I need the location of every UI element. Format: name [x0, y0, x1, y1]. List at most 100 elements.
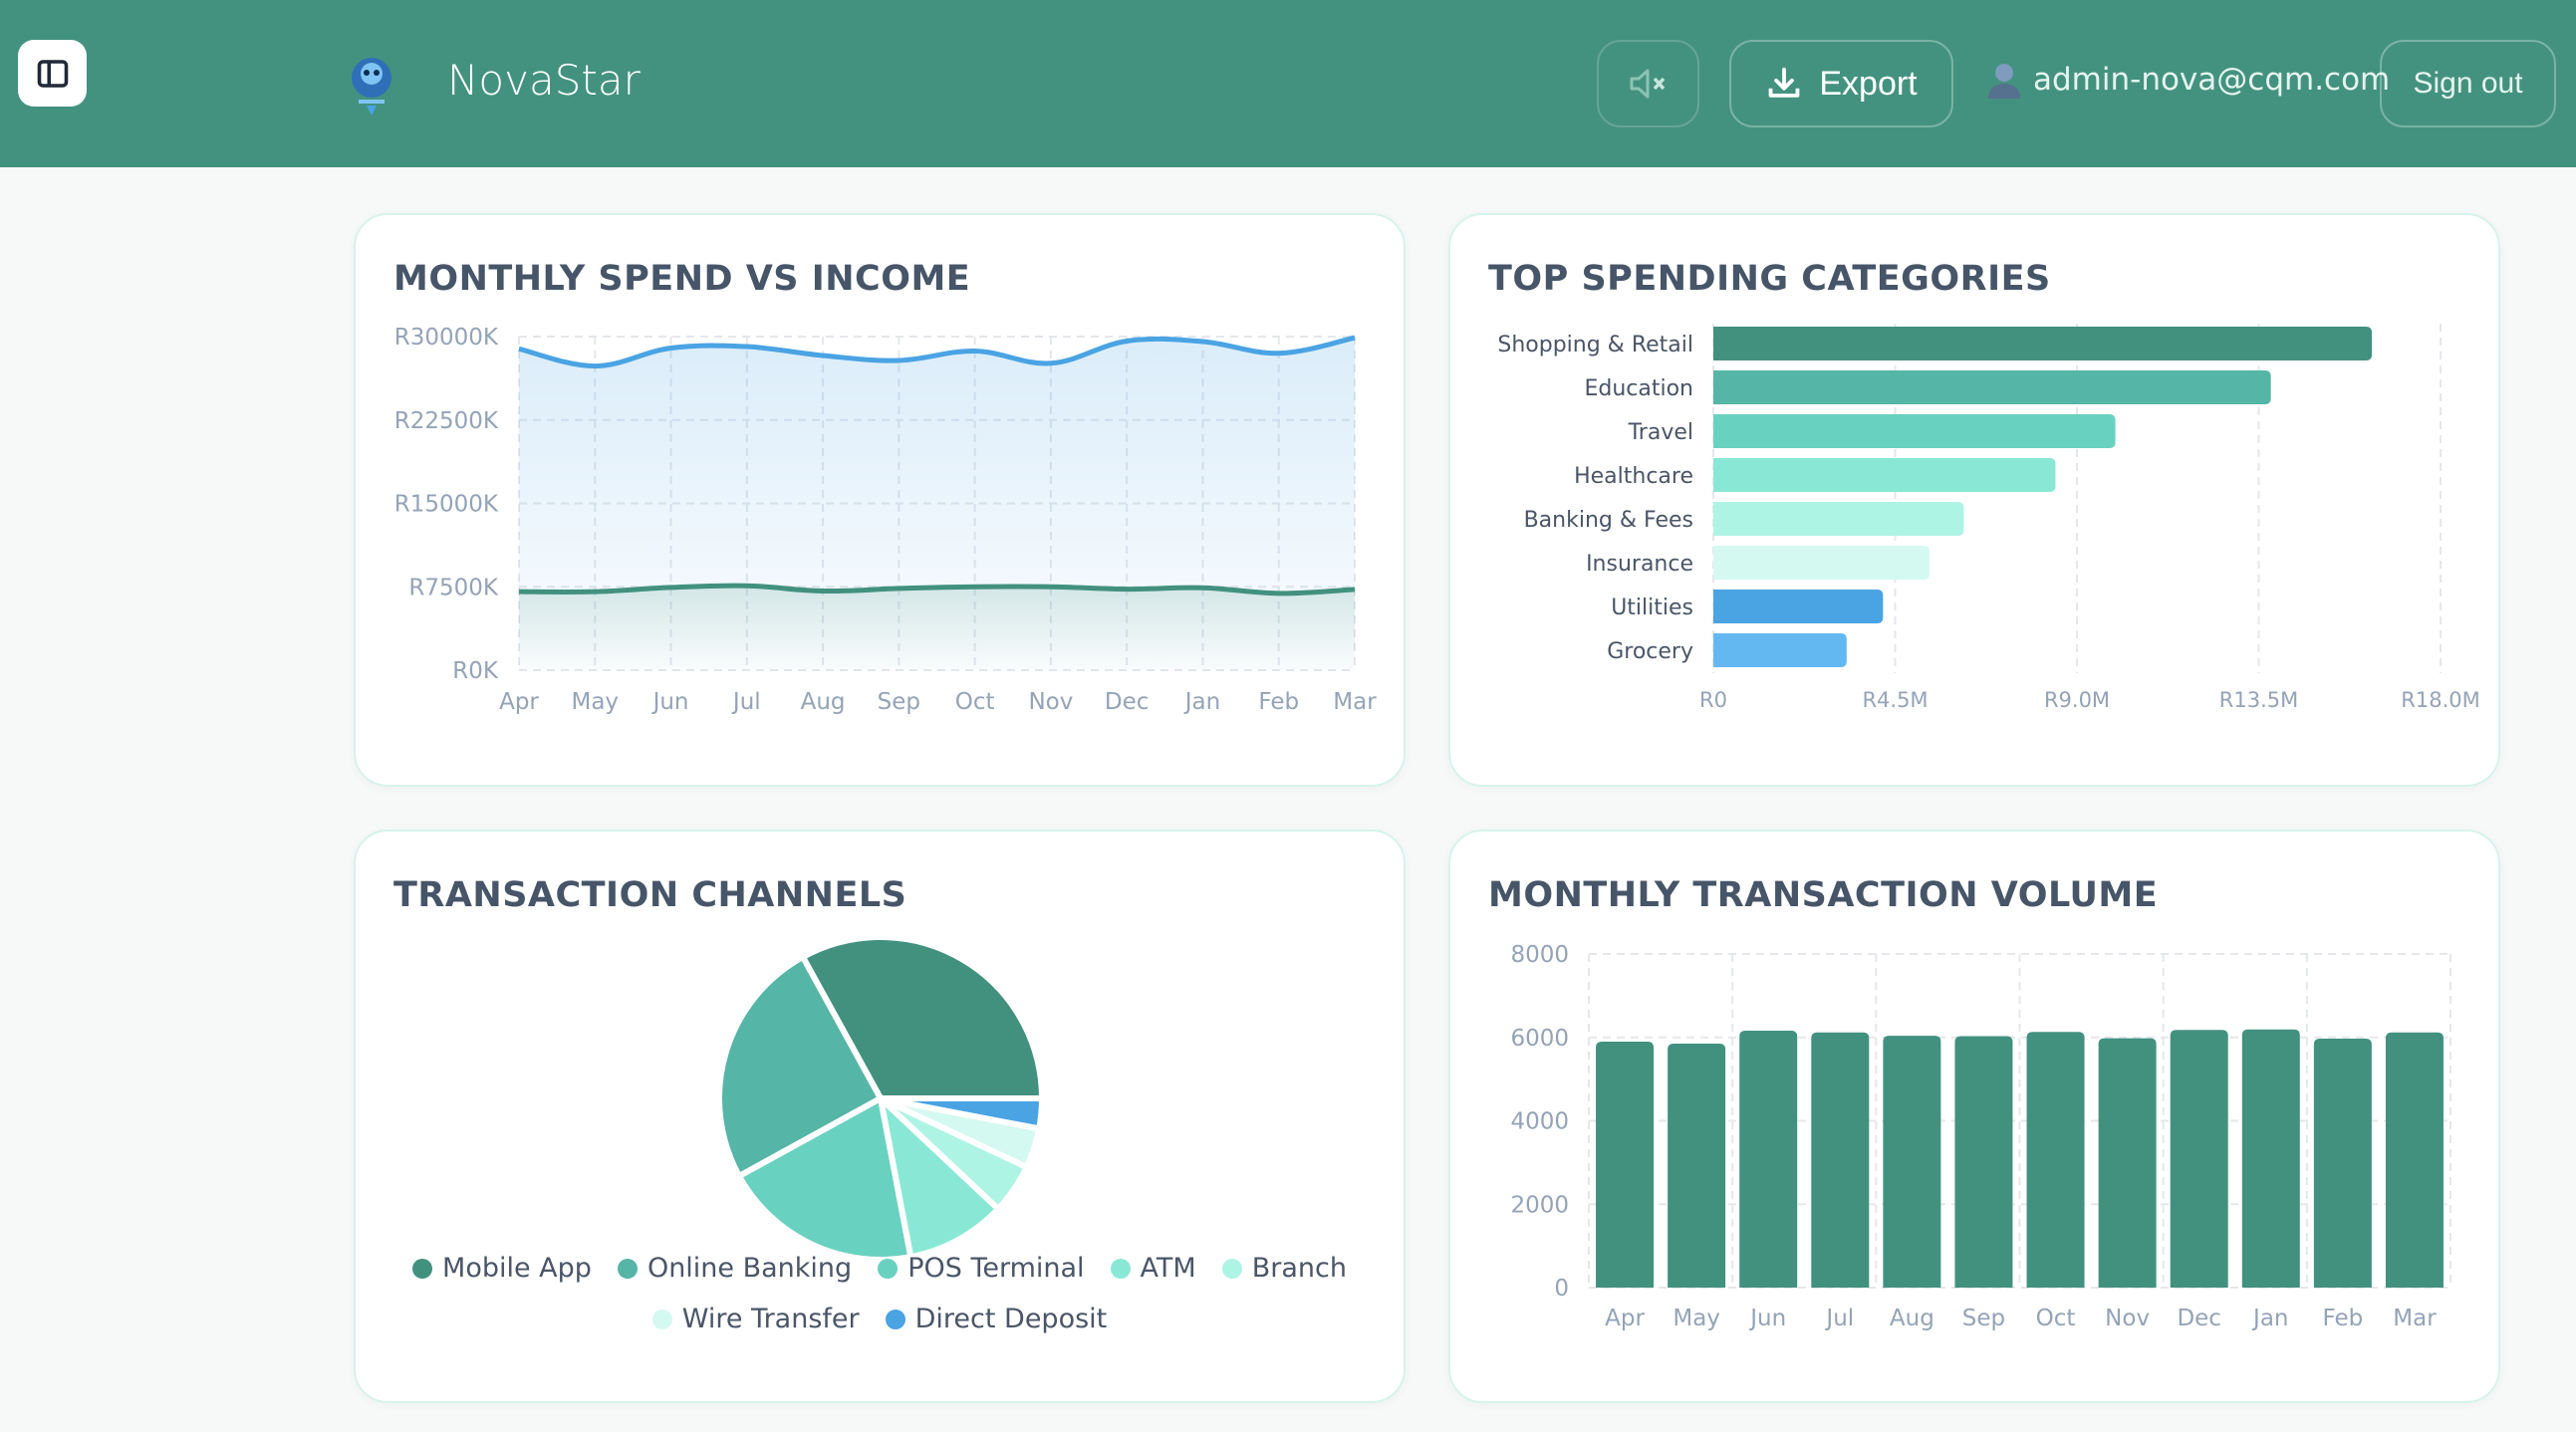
bar: [1954, 1036, 2013, 1288]
sidebar-toggle-icon: [37, 59, 68, 88]
pie-slice: [878, 1095, 1045, 1132]
brand-name: NovaStar: [447, 56, 641, 105]
area-income: [519, 586, 1355, 670]
category-label: Travel: [1628, 420, 1693, 445]
user-icon: [1988, 64, 2020, 99]
bar: [2026, 1032, 2085, 1288]
card-title: TOP SPENDING CATEGORIES: [1488, 259, 2051, 299]
legend-item[interactable]: Branch: [1221, 1253, 1347, 1284]
x-tick-label: Feb: [1258, 689, 1299, 715]
y-tick-label: R7500K: [408, 575, 499, 600]
bar: [1713, 370, 2271, 404]
legend-item[interactable]: Wire Transfer: [651, 1304, 860, 1334]
category-label: Utilities: [1611, 596, 1693, 620]
legend-dot: [878, 1258, 899, 1279]
category-label: Shopping & Retail: [1497, 333, 1693, 358]
x-tick-label: Apr: [499, 689, 539, 715]
bar: [1713, 633, 1847, 667]
x-tick-label: Apr: [1605, 1306, 1645, 1331]
bar: [1739, 1031, 1798, 1288]
legend-dot: [651, 1309, 672, 1329]
pie-legend: Mobile App Online Banking POS Terminal ATM B…: [354, 1253, 1406, 1334]
y-tick-label: 4000: [1510, 1109, 1569, 1135]
x-tick-label: Nov: [1028, 689, 1073, 715]
legend-item[interactable]: ATM: [1110, 1253, 1196, 1284]
x-tick-label: Jun: [651, 689, 689, 715]
x-tick-label: Mar: [2393, 1306, 2437, 1331]
pie-slice: [878, 1095, 1002, 1261]
mute-icon: [1630, 69, 1665, 99]
x-tick-label: R18.0M: [2401, 688, 2479, 712]
x-tick-label: R13.5M: [2219, 688, 2298, 712]
legend-dot: [1110, 1258, 1131, 1279]
category-label: Insurance: [1586, 552, 1693, 577]
legend-label: Branch: [1251, 1253, 1347, 1284]
x-tick-label: May: [571, 689, 619, 715]
bar: [2170, 1030, 2228, 1288]
line-income: [518, 583, 1356, 597]
legend-label: ATM: [1140, 1253, 1196, 1284]
pie-slice: [799, 934, 1045, 1101]
y-tick-label: 0: [1554, 1276, 1569, 1302]
legend-break: [354, 1284, 1406, 1304]
bar: [1596, 1041, 1655, 1288]
legend-dot: [1221, 1258, 1242, 1279]
category-label: Education: [1584, 376, 1693, 401]
bar: [1883, 1036, 1941, 1288]
x-tick-label: May: [1673, 1306, 1720, 1331]
y-tick-label: R15000K: [394, 492, 499, 518]
category-label: Grocery: [1607, 639, 1693, 664]
x-tick-label: Jul: [731, 689, 761, 715]
legend-label: POS Terminal: [907, 1253, 1085, 1284]
x-tick-label: Aug: [801, 689, 846, 715]
card-title: MONTHLY TRANSACTION VOLUME: [1488, 875, 2159, 915]
legend-item[interactable]: POS Terminal: [878, 1253, 1085, 1284]
x-tick-label: Dec: [1105, 689, 1150, 715]
bar: [1811, 1032, 1870, 1288]
x-tick-label: R4.5M: [1862, 688, 1928, 712]
export-button[interactable]: Export: [1729, 40, 1953, 127]
bar: [1668, 1044, 1726, 1288]
legend-item[interactable]: Online Banking: [617, 1253, 853, 1284]
legend-item[interactable]: Mobile App: [412, 1253, 592, 1284]
x-tick-label: Jan: [1183, 689, 1220, 715]
legend-label: Direct Deposit: [914, 1304, 1108, 1334]
legend-item[interactable]: Direct Deposit: [885, 1304, 1108, 1334]
legend-label: Mobile App: [442, 1253, 592, 1284]
export-label: Export: [1819, 64, 1918, 103]
x-tick-label: Mar: [1333, 689, 1377, 715]
mute-button[interactable]: [1597, 40, 1699, 127]
x-tick-label: R9.0M: [2044, 688, 2110, 712]
x-tick-label: Sep: [878, 689, 920, 715]
legend-dot: [885, 1309, 905, 1329]
x-tick-label: Oct: [955, 689, 995, 715]
x-tick-label: Aug: [1890, 1306, 1934, 1331]
x-tick-label: R0: [1699, 688, 1727, 712]
sign-out-button[interactable]: Sign out: [2380, 40, 2556, 127]
user-email: admin-nova@cqm.com: [2033, 62, 2391, 98]
y-tick-label: R30000K: [394, 325, 499, 351]
line-spend: [518, 335, 1356, 369]
bar: [1713, 327, 2373, 360]
y-tick-label: 2000: [1510, 1192, 1569, 1218]
x-tick-label: Nov: [2105, 1306, 2150, 1331]
pie-slice: [716, 954, 884, 1180]
user-menu[interactable]: admin-nova@cqm.com: [1985, 60, 2390, 100]
bar: [1713, 590, 1884, 623]
x-tick-label: Oct: [2036, 1306, 2076, 1331]
y-tick-label: 8000: [1510, 942, 1569, 968]
download-icon: [1769, 67, 1800, 98]
categories-card: TOP SPENDING CATEGORIES: [1448, 213, 2500, 787]
legend-dot: [412, 1258, 433, 1279]
x-tick-label: Dec: [2177, 1306, 2221, 1331]
logo: [337, 48, 406, 118]
legend-label: Wire Transfer: [681, 1304, 860, 1334]
bar: [2098, 1038, 2157, 1288]
bar: [2241, 1029, 2300, 1288]
legend-label: Online Banking: [646, 1253, 853, 1284]
bar: [1713, 414, 2116, 448]
sidebar-toggle-button[interactable]: [18, 40, 87, 107]
x-tick-label: Jul: [1824, 1306, 1854, 1331]
bar: [1713, 458, 2056, 492]
x-tick-label: Feb: [2323, 1306, 2364, 1331]
